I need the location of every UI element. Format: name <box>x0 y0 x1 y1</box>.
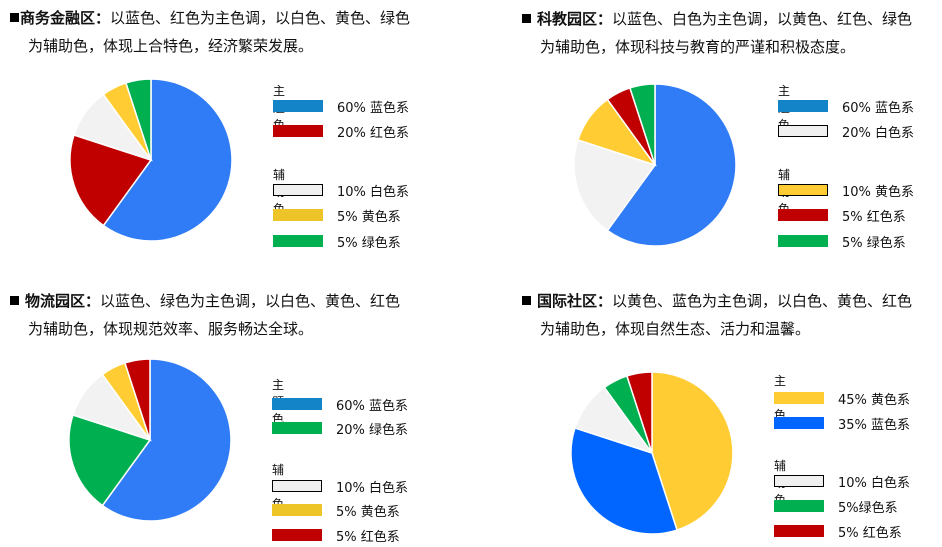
legend-swatch <box>778 100 828 112</box>
pie-slice <box>573 139 657 232</box>
legend-swatch <box>778 209 828 221</box>
legend-label: 5% 绿色系 <box>337 236 401 251</box>
legend-swatch <box>273 235 323 247</box>
legend-label: 5% 红色系 <box>336 530 400 545</box>
legend-label: 20% 绿色系 <box>336 423 409 438</box>
pie-slice <box>651 371 734 531</box>
legend-swatch <box>778 235 828 247</box>
pie-slice <box>102 78 233 242</box>
legend-swatch <box>774 525 824 537</box>
description-line-1: 以蓝色、红色为主色调，以白色、黄色、绿色 <box>110 9 411 27</box>
bullet-icon <box>10 13 19 22</box>
zone-heading: 物流园区： <box>25 292 101 310</box>
pie-slice <box>101 358 232 522</box>
pie-slice <box>606 83 737 247</box>
legend-swatch <box>273 100 323 112</box>
legend-swatch <box>273 125 323 137</box>
bullet-icon <box>522 296 531 305</box>
description-line-2: 为辅助色，体现科技与教育的严谨和积极态度。 <box>540 38 856 56</box>
zone-description: 国际社区：以黄色、蓝色为主色调，以白色、黄色、红色为辅助色，体现自然生态、活力和… <box>522 287 942 343</box>
pie-slice <box>125 78 152 161</box>
legend-label: 5% 绿色系 <box>842 236 906 251</box>
legend-label: 60% 蓝色系 <box>842 101 915 116</box>
legend-label: 5%绿色系 <box>838 501 898 516</box>
description-line-1: 以黄色、蓝色为主色调，以白色、黄色、红色 <box>612 292 913 310</box>
pie-slice <box>68 414 152 507</box>
legend-label: 60% 蓝色系 <box>336 399 409 414</box>
pie-chart <box>573 83 737 247</box>
legend-swatch <box>272 480 322 492</box>
legend-swatch <box>774 475 824 487</box>
legend-swatch <box>273 184 323 196</box>
legend-label: 5% 红色系 <box>838 526 902 541</box>
legend-label: 10% 黄色系 <box>842 185 915 200</box>
pie-slice <box>626 371 653 454</box>
legend-swatch <box>272 398 322 410</box>
zone-description: 商务金融区：以蓝色、红色为主色调，以白色、黄色、绿色为辅助色，体现上合特色，经济… <box>10 4 440 60</box>
legend-swatch <box>774 417 824 429</box>
pie-chart <box>69 78 233 242</box>
zone-heading: 科教园区： <box>537 10 613 28</box>
zone-description: 科教园区：以蓝色、白色为主色调，以黄色、红色、绿色为辅助色，体现科技与教育的严谨… <box>522 5 942 61</box>
bullet-icon <box>522 14 531 23</box>
legend-swatch <box>774 500 824 512</box>
legend-label: 20% 白色系 <box>842 126 915 141</box>
legend-label: 20% 红色系 <box>337 126 410 141</box>
legend-label: 10% 白色系 <box>336 481 409 496</box>
legend-swatch <box>778 125 828 137</box>
zone-description: 物流园区：以蓝色、绿色为主色调，以白色、黄色、红色为辅助色，体现规范效率、服务畅… <box>10 287 440 343</box>
bullet-icon <box>10 296 19 305</box>
legend-swatch <box>272 529 322 541</box>
legend-swatch <box>774 392 824 404</box>
legend-label: 5% 黄色系 <box>337 210 401 225</box>
pie-chart <box>570 371 734 535</box>
legend-swatch <box>272 422 322 434</box>
legend-swatch <box>778 184 828 196</box>
description-line-1: 以蓝色、白色为主色调，以黄色、红色、绿色 <box>612 10 913 28</box>
legend-swatch <box>273 209 323 221</box>
zone-heading: 国际社区： <box>537 292 613 310</box>
pie-slice <box>570 427 678 535</box>
legend-label: 45% 黄色系 <box>838 393 911 408</box>
pie-slice <box>629 83 656 166</box>
description-line-2: 为辅助色，体现上合特色，经济繁荣发展。 <box>28 37 314 55</box>
legend-label: 5% 红色系 <box>842 210 906 225</box>
pie-slice <box>124 358 151 441</box>
description-line-2: 为辅助色，体现规范效率、服务畅达全球。 <box>28 320 314 338</box>
legend-label: 10% 白色系 <box>337 185 410 200</box>
zone-heading: 商务金融区： <box>20 9 111 27</box>
legend-label: 5% 黄色系 <box>336 505 400 520</box>
legend-label: 60% 蓝色系 <box>337 101 410 116</box>
description-line-1: 以蓝色、绿色为主色调，以白色、黄色、红色 <box>100 292 401 310</box>
description-line-2: 为辅助色，体现自然生态、活力和温馨。 <box>540 320 811 338</box>
legend-swatch <box>272 504 322 516</box>
legend-label: 35% 蓝色系 <box>838 418 911 433</box>
pie-chart <box>68 358 232 522</box>
pie-slice <box>69 134 153 227</box>
legend-label: 10% 白色系 <box>838 476 911 491</box>
